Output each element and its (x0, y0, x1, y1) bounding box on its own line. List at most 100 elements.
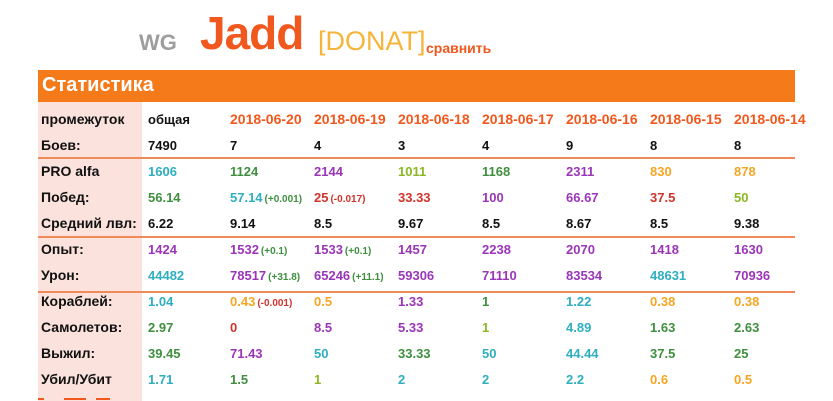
stats-table: промежуток общая 2018-06-20 2018-06-19 2… (38, 106, 815, 392)
stat-cell: 44.44 (563, 340, 647, 366)
stat-value: 50 (482, 345, 497, 361)
stat-value: 0.5 (734, 371, 753, 387)
stat-value: 2.63 (734, 319, 760, 335)
stat-cell: 65246 (+11.1) (311, 262, 395, 288)
stat-value: 8.67 (566, 215, 592, 231)
stat-cell: 1 (479, 288, 563, 314)
stat-value: 39.45 (148, 345, 181, 361)
table-row: Средний лвл: 6.22 9.14 8.5 9.67 8.5 8.67 8.5 9.3… (38, 210, 815, 236)
stat-value: 1.04 (148, 293, 174, 309)
stat-cell: 1606 (145, 158, 227, 184)
stat-delta: (-0.001) (257, 297, 293, 309)
player-header: WG Jadd [DONAT] сравнить (0, 0, 833, 66)
stat-value: 1630 (734, 241, 763, 257)
stat-cell: 0 (227, 314, 311, 340)
column-header-date[interactable]: 2018-06-15 (650, 111, 722, 127)
stat-cell: 2.97 (145, 314, 227, 340)
stat-value: 33.33 (398, 189, 431, 205)
stat-cell: 1418 (647, 236, 731, 262)
column-header-date[interactable]: 2018-06-14 (734, 111, 806, 127)
stat-cell: 8.67 (563, 210, 647, 236)
table-row: Побед: 56.14 57.14 (+0.001) 25 (-0.017) 33.33 1… (38, 184, 815, 210)
row-label: Средний лвл: (41, 215, 137, 231)
wg-logo: WG (139, 30, 177, 55)
stat-cell: 5.33 (395, 314, 479, 340)
row-separator (38, 157, 795, 159)
column-header-date[interactable]: 2018-06-17 (482, 111, 554, 127)
compare-link[interactable]: сравнить (426, 40, 492, 56)
bottom-cut-line (38, 398, 795, 401)
stat-cell: 1532 (+0.1) (227, 236, 311, 262)
stat-value: 83534 (566, 267, 603, 283)
stat-value: 59306 (398, 267, 435, 283)
stat-value: 4.89 (566, 319, 592, 335)
column-header-date[interactable]: 2018-06-19 (314, 111, 386, 127)
stat-value: 2.97 (148, 319, 174, 335)
stat-cell: 1.22 (563, 288, 647, 314)
table-row: Урон: 44482 78517 (+31.8) 65246 (+11.1) 59306 7… (38, 262, 815, 288)
stat-value: 25 (734, 345, 749, 361)
stat-value: 9.67 (398, 215, 424, 231)
stat-value: 37.5 (650, 189, 676, 205)
stat-cell: 1.04 (145, 288, 227, 314)
stat-cell: 50 (311, 340, 395, 366)
row-label: Побед: (41, 189, 90, 205)
stat-value: 56.14 (148, 189, 181, 205)
table-row: Опыт: 1424 1532 (+0.1) 1533 (+0.1) 1457 2238 207… (38, 236, 815, 262)
stat-cell: 9.67 (395, 210, 479, 236)
column-header-date[interactable]: 2018-06-16 (566, 111, 638, 127)
stat-cell: 8.5 (311, 314, 395, 340)
stat-delta: (+31.8) (268, 271, 301, 283)
stat-value: 7490 (148, 137, 177, 153)
stat-value: 70936 (734, 267, 771, 283)
stat-value: 1457 (398, 241, 427, 257)
stat-value: 2 (398, 371, 406, 387)
stat-value: 1.33 (398, 293, 424, 309)
table-row: Самолетов: 2.97 0 8.5 5.33 1 4.89 1.63 2.63 (38, 314, 815, 340)
stat-cell: 2070 (563, 236, 647, 262)
stat-value: 878 (734, 163, 756, 179)
stat-value: 6.22 (148, 215, 174, 231)
stat-value: 1124 (230, 163, 259, 179)
stat-cell: 37.5 (647, 340, 731, 366)
column-header-date[interactable]: 2018-06-18 (398, 111, 470, 127)
stat-cell: 4.89 (563, 314, 647, 340)
row-separator (38, 291, 795, 293)
stat-value: 71110 (482, 267, 517, 283)
stat-cell: 2 (395, 366, 479, 392)
stat-value: 8 (734, 137, 742, 153)
stat-cell: 878 (731, 158, 815, 184)
stat-delta: (+0.1) (344, 245, 372, 257)
stat-value: 48631 (650, 267, 687, 283)
stat-value: 0.38 (650, 293, 676, 309)
column-header-date[interactable]: 2018-06-20 (230, 111, 302, 127)
stat-value: 50 (314, 345, 329, 361)
row-label: Убил/Убит (41, 371, 112, 387)
stat-cell: 8 (647, 132, 731, 158)
stat-value: 37.5 (650, 345, 676, 361)
stat-cell: 0.5 (311, 288, 395, 314)
stat-cell: 1.5 (227, 366, 311, 392)
row-label: Выжил: (41, 345, 96, 361)
stat-cell: 1630 (731, 236, 815, 262)
stat-value: 1.22 (566, 293, 592, 309)
stat-value: 1 (482, 319, 490, 335)
stat-value: 2144 (314, 163, 343, 179)
stat-cell: 6.22 (145, 210, 227, 236)
stat-value: 8.5 (314, 319, 333, 335)
stat-cell: 33.33 (395, 340, 479, 366)
player-nickname: Jadd (200, 7, 304, 59)
stat-value: 4 (482, 137, 490, 153)
stat-delta: (+0.1) (260, 245, 288, 257)
row-label: PRO alfa (41, 163, 100, 179)
column-header-total[interactable]: общая (148, 111, 190, 127)
stat-value: 1 (314, 371, 322, 387)
stat-cell: 1124 (227, 158, 311, 184)
stat-value: 8 (650, 137, 658, 153)
section-title-bar: Статистика (38, 70, 795, 102)
table-row: Выжил: 39.45 71.43 50 33.33 50 44.44 37.5 25 (38, 340, 815, 366)
stat-value: 2.2 (566, 371, 585, 387)
stat-cell: 0.43 (-0.001) (227, 288, 311, 314)
stat-cell: 100 (479, 184, 563, 210)
clan-tag-link[interactable]: [DONAT] (318, 26, 426, 56)
